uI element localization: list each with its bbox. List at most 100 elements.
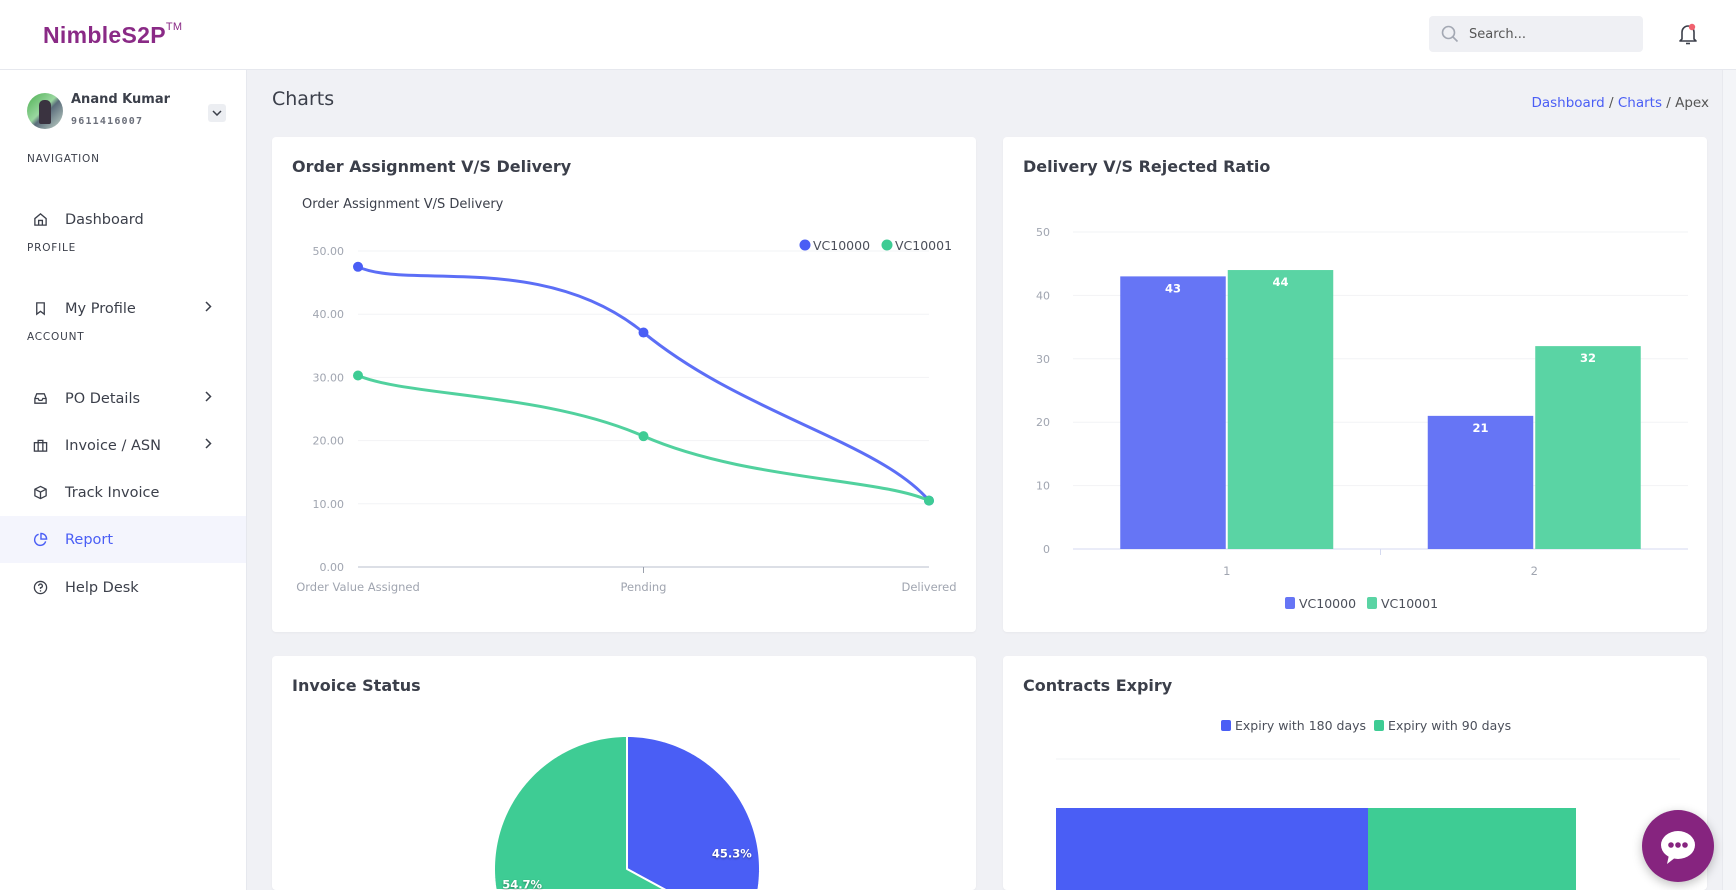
sidebar-item-label: Dashboard xyxy=(65,211,144,228)
delivery-rejected-bar-chart: 0 10 20 30 40 50 1 43 44 2 21 32 VC10000 VC10001 xyxy=(1036,226,1688,611)
help-circle-icon xyxy=(33,580,49,596)
legend-item[interactable]: Expiry with 180 days xyxy=(1213,718,1366,733)
bar-Expiry with 180 days xyxy=(1056,808,1368,890)
pie-chart-icon xyxy=(33,532,49,548)
legend-label: VC10000 xyxy=(1299,596,1356,611)
order-assignment-card: 0.00 10.00 20.00 30.00 40.00 50.00 Order Value… xyxy=(272,137,976,632)
section-account: ACCOUNT xyxy=(27,331,85,343)
x-tick-label: Pending xyxy=(621,580,667,594)
bar-data-label: 32 xyxy=(1580,351,1596,365)
x-tick-label: 1 xyxy=(1223,564,1230,578)
user-phone: 9611416007 xyxy=(71,116,144,127)
sidebar-item-label: Help Desk xyxy=(65,579,139,596)
trademark: TM xyxy=(165,21,183,34)
data-point-VC10001 xyxy=(924,495,934,506)
bar-VC10000 xyxy=(1427,415,1534,549)
pie-data-label: 45.3% xyxy=(712,846,752,860)
legend-label: VC10001 xyxy=(1381,596,1438,611)
section-navigation: NAVIGATION xyxy=(27,153,100,165)
sidebar-item-report[interactable]: Report xyxy=(0,516,246,563)
bar-data-label: 44 xyxy=(1272,275,1288,289)
page-scrollbar[interactable] xyxy=(1722,70,1736,890)
data-point-VC10000 xyxy=(638,327,649,338)
bookmark-icon xyxy=(33,301,49,317)
contracts-legend: Expiry with 180 days Expiry with 90 days xyxy=(1213,718,1511,733)
y-tick-label: 20.00 xyxy=(313,435,345,448)
sidebar-item-my-profile[interactable]: My Profile xyxy=(0,285,246,332)
x-tick-label: Delivered xyxy=(901,580,956,594)
breadcrumb-charts[interactable]: Charts xyxy=(1617,95,1662,111)
search-icon xyxy=(1441,25,1459,43)
delivery-rejected-card: 0 10 20 30 40 50 1 43 44 2 21 32 VC10000 VC10001 Deli… xyxy=(1003,137,1707,632)
inbox-icon xyxy=(33,391,49,407)
legend-label: Expiry with 90 days xyxy=(1388,718,1512,733)
card-title: Order Assignment V/S Delivery xyxy=(292,157,572,176)
y-tick-label: 20 xyxy=(1036,416,1050,429)
legend-label: VC10001 xyxy=(895,238,952,253)
card-title: Invoice Status xyxy=(292,676,421,695)
sidebar-item-invoice-asn[interactable]: Invoice / ASN xyxy=(0,422,246,469)
pie-data-label: 54.7% xyxy=(502,878,542,890)
sidebar-item-label: Track Invoice xyxy=(65,484,160,501)
bar-data-label: 21 xyxy=(1472,421,1488,435)
pie-slice xyxy=(493,735,667,890)
sidebar-item-label: Invoice / ASN xyxy=(65,437,161,454)
search-input[interactable] xyxy=(1469,16,1634,52)
contracts-expiry-bar-chart xyxy=(1056,758,1680,890)
card-title: Contracts Expiry xyxy=(1023,676,1173,695)
series-line-VC10000 xyxy=(357,265,931,502)
briefcase-icon xyxy=(33,438,49,454)
bar-VC10000 xyxy=(1120,276,1226,549)
legend-marker xyxy=(1367,597,1377,609)
breadcrumb-dashboard[interactable]: Dashboard xyxy=(1531,95,1605,111)
y-tick-label: 30.00 xyxy=(313,371,345,384)
notification-bell-icon[interactable] xyxy=(1677,22,1699,46)
legend-item[interactable]: Expiry with 90 days xyxy=(1366,718,1511,733)
breadcrumb: Dashboard / Charts / Apex xyxy=(1531,95,1709,111)
sidebar-item-label: PO Details xyxy=(65,390,141,407)
data-point-VC10001 xyxy=(638,431,649,442)
x-tick-label: 2 xyxy=(1531,564,1538,578)
search-box[interactable] xyxy=(1429,16,1643,52)
chevron-right-icon xyxy=(205,301,212,312)
chevron-right-icon xyxy=(205,391,212,402)
contracts-expiry-card: Contracts Expiry Expiry with 180 days Ex… xyxy=(1003,656,1707,890)
y-tick-label: 0 xyxy=(1043,543,1050,556)
sidebar-item-label: Report xyxy=(65,531,114,548)
page-title: Charts xyxy=(272,88,335,110)
chat-bubble-icon xyxy=(1661,831,1695,864)
section-profile: PROFILE xyxy=(27,242,77,254)
top-header: NimbleS2PTM xyxy=(0,0,1736,70)
sidebar-item-label: My Profile xyxy=(65,300,136,317)
y-tick-label: 0.00 xyxy=(320,561,345,574)
notification-badge xyxy=(1688,23,1696,31)
y-tick-label: 10 xyxy=(1036,480,1050,493)
legend-marker xyxy=(799,239,811,251)
legend-label: Expiry with 180 days xyxy=(1235,718,1367,733)
sidebar-item-help-desk[interactable]: Help Desk xyxy=(0,564,246,611)
data-point-VC10000 xyxy=(353,261,363,272)
breadcrumb-current: Apex xyxy=(1675,95,1709,111)
card-title: Delivery V/S Rejected Ratio xyxy=(1023,157,1271,176)
legend-swatch xyxy=(1374,720,1385,731)
avatar[interactable] xyxy=(27,93,63,129)
nimbles2p-logo[interactable]: NimbleS2PTM xyxy=(43,21,183,49)
home-icon xyxy=(33,212,49,228)
y-tick-label: 10.00 xyxy=(313,498,345,511)
y-tick-label: 40 xyxy=(1036,289,1050,302)
bar-data-label: 43 xyxy=(1165,281,1181,295)
chevron-down-icon xyxy=(212,110,222,116)
sidebar-item-dashboard[interactable]: Dashboard xyxy=(0,196,246,243)
chat-support-button[interactable] xyxy=(1642,810,1714,882)
invoice-status-pie-chart: 45.3% 54.7% xyxy=(493,735,761,890)
sidebar-item-po-details[interactable]: PO Details xyxy=(0,375,246,422)
legend-marker xyxy=(881,239,893,251)
user-menu-dropdown-button[interactable] xyxy=(208,104,226,122)
chart-title: Order Assignment V/S Delivery xyxy=(302,197,504,212)
legend-swatch xyxy=(1221,720,1231,731)
legend-marker xyxy=(1285,597,1295,609)
bar-Expiry with 90 days xyxy=(1368,808,1576,890)
sidebar-item-track-invoice[interactable]: Track Invoice xyxy=(0,469,246,516)
y-tick-label: 40.00 xyxy=(313,308,345,321)
order-assignment-line-chart: 0.00 10.00 20.00 30.00 40.00 50.00 Order Value… xyxy=(296,238,956,594)
